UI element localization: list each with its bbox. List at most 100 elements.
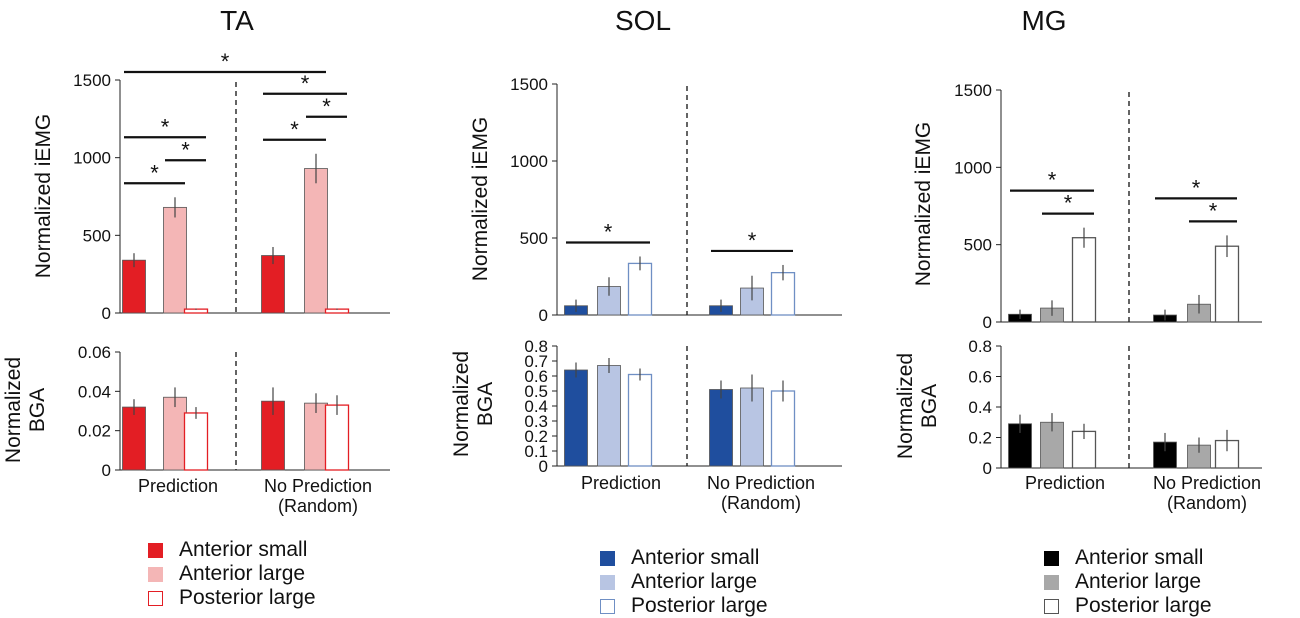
legend-ta: Anterior small Anterior large Posterior la… bbox=[148, 538, 316, 610]
group-label: Prediction bbox=[581, 473, 661, 493]
sol-iemg-tick-label: 0 bbox=[539, 306, 548, 325]
significance-star: * bbox=[1192, 175, 1201, 200]
legend-swatch bbox=[148, 542, 163, 558]
significance-star: * bbox=[181, 137, 190, 162]
mg-bga-tick-label: 0 bbox=[983, 459, 992, 478]
mg-bga-tick-label: 0.4 bbox=[968, 398, 992, 417]
mg-iemg-bar bbox=[1071, 237, 1097, 323]
legend-item: Anterior large bbox=[600, 570, 768, 594]
significance-star: * bbox=[161, 114, 170, 139]
sol-bga-tick-label: 0.5 bbox=[524, 382, 548, 401]
panel-title-ta: TA bbox=[220, 5, 254, 36]
group-label-line: (Random) bbox=[721, 493, 801, 513]
panel-title-sol: SOL bbox=[615, 5, 671, 36]
mg-bga-tick-label: 0.8 bbox=[968, 337, 992, 356]
sol-bga-bar bbox=[564, 369, 588, 467]
legend-label: Anterior small bbox=[1075, 546, 1204, 569]
ta-bga-tick-label: 0 bbox=[102, 461, 111, 480]
group-label-line: No Prediction bbox=[1153, 473, 1261, 493]
y-axis-label-bga-line: Normalized bbox=[2, 357, 25, 463]
sol-bga-bar bbox=[597, 365, 621, 467]
y-axis-label-bga-line: BGA bbox=[26, 388, 49, 432]
group-label: Prediction bbox=[1025, 473, 1105, 493]
group-label-line: (Random) bbox=[278, 496, 358, 516]
group-label-line: (Random) bbox=[1167, 493, 1247, 513]
y-axis-label-bga-line: BGA bbox=[918, 384, 941, 428]
significance-star: * bbox=[1209, 198, 1218, 223]
sol-bga-bar bbox=[770, 390, 796, 467]
legend-swatch bbox=[1044, 574, 1059, 590]
sol-bga-tick-label: 0.4 bbox=[524, 397, 548, 416]
sol-bga-bar bbox=[627, 373, 653, 467]
sol-bga-tick-label: 0.2 bbox=[524, 427, 548, 446]
group-label-line: No Prediction bbox=[264, 476, 372, 496]
panel-title-mg: MG bbox=[1021, 5, 1066, 36]
ta-iemg-bar bbox=[163, 206, 187, 314]
group-label: No Prediction (Random) bbox=[707, 473, 815, 513]
significance-star: * bbox=[290, 117, 299, 142]
legend-label: Anterior small bbox=[179, 538, 308, 561]
legend-label: Posterior large bbox=[631, 594, 768, 617]
significance-star: * bbox=[301, 71, 310, 96]
sol-iemg-tick-label: 1000 bbox=[510, 152, 548, 171]
legend-item: Anterior small bbox=[600, 546, 768, 570]
sol-iemg-bar bbox=[627, 262, 653, 316]
significance-star: * bbox=[1048, 168, 1057, 193]
ta-iemg-bar bbox=[304, 168, 328, 314]
y-axis-label-bga-line: BGA bbox=[474, 382, 497, 426]
legend-swatch bbox=[1044, 598, 1059, 614]
legend-label: Posterior large bbox=[179, 586, 316, 609]
legend-item: Posterior large bbox=[600, 594, 768, 618]
legend-swatch bbox=[600, 598, 615, 614]
ta-bga-tick-label: 0.04 bbox=[78, 382, 111, 401]
y-axis-label-bga: NormalizedBGA bbox=[450, 351, 497, 457]
group-label: No Prediction (Random) bbox=[1153, 473, 1261, 513]
sol-iemg-tick-label: 500 bbox=[520, 229, 548, 248]
ta-bga-bar bbox=[183, 412, 209, 471]
legend-item: Anterior large bbox=[148, 562, 316, 586]
significance-star: * bbox=[748, 228, 757, 253]
ta-iemg-tick-label: 1500 bbox=[73, 71, 111, 90]
legend-item: Posterior large bbox=[1044, 594, 1212, 618]
significance-star: * bbox=[1064, 191, 1073, 216]
legend-swatch bbox=[1044, 550, 1059, 566]
y-axis-label-iemg: Normalized iEMG bbox=[32, 114, 55, 279]
significance-star: * bbox=[322, 94, 331, 119]
mg-iemg-tick-label: 1500 bbox=[954, 81, 992, 100]
ta-iemg-tick-label: 500 bbox=[83, 226, 111, 245]
y-axis-label-bga: NormalizedBGA bbox=[2, 357, 49, 463]
legend-item: Anterior large bbox=[1044, 570, 1212, 594]
group-label-line: Prediction bbox=[581, 473, 661, 493]
sol-bga-tick-label: 0.8 bbox=[524, 337, 548, 356]
sol-bga-tick-label: 0.6 bbox=[524, 367, 548, 386]
ta-iemg-tick-label: 1000 bbox=[73, 149, 111, 168]
y-axis-label-iemg: Normalized iEMG bbox=[469, 117, 492, 282]
y-axis-label-bga: NormalizedBGA bbox=[894, 353, 941, 459]
sol-bga-tick-label: 0 bbox=[539, 457, 548, 476]
ta-bga-bar bbox=[163, 396, 187, 471]
mg-iemg-tick-label: 0 bbox=[983, 313, 992, 332]
ta-bga-bar bbox=[304, 402, 328, 471]
legend-item: Anterior small bbox=[148, 538, 316, 562]
legend-label: Anterior small bbox=[631, 546, 760, 569]
legend-swatch bbox=[600, 574, 615, 590]
legend-swatch bbox=[600, 550, 615, 566]
ta-bga-tick-label: 0.06 bbox=[78, 343, 111, 362]
legend-label: Anterior large bbox=[631, 570, 758, 593]
significance-star: * bbox=[604, 219, 613, 244]
ta-bga-bar bbox=[122, 406, 146, 471]
group-label-line: No Prediction bbox=[707, 473, 815, 493]
legend-label: Anterior large bbox=[1075, 570, 1202, 593]
sol-iemg-tick-label: 1500 bbox=[510, 75, 548, 94]
legend-item: Posterior large bbox=[148, 586, 316, 610]
mg-iemg-bar bbox=[1214, 245, 1240, 323]
group-label-line: Prediction bbox=[1025, 473, 1105, 493]
mg-iemg-tick-label: 500 bbox=[964, 236, 992, 255]
sol-bga-tick-label: 0.7 bbox=[524, 352, 548, 371]
y-axis-label-iemg: Normalized iEMG bbox=[912, 122, 935, 287]
sol-bga-tick-label: 0.3 bbox=[524, 412, 548, 431]
ta-bga-tick-label: 0.02 bbox=[78, 422, 111, 441]
group-label: No Prediction (Random) bbox=[264, 476, 372, 516]
legend-swatch bbox=[148, 566, 163, 582]
